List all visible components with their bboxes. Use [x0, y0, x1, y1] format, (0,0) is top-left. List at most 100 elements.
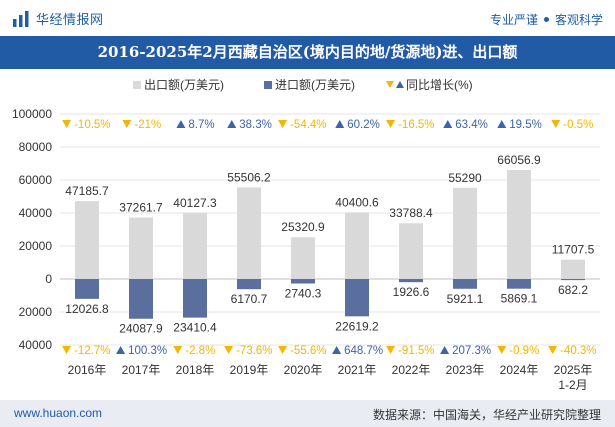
- export-growth-up-icon: [176, 120, 186, 128]
- import-value-label: 682.2: [558, 283, 588, 297]
- chart-title: 2016-2025年2月西藏自治区(境内目的地/货源地)进、出口额: [0, 36, 615, 69]
- x-tick-label: 2018年: [176, 363, 215, 377]
- import-growth-down-icon: [497, 346, 507, 354]
- legend-growth-up-icon: [396, 81, 404, 88]
- footer-source: 数据来源：中国海关，华经产业研究院整理: [372, 408, 601, 422]
- import-growth-label: -2.8%: [185, 345, 215, 357]
- export-bar: [453, 187, 477, 279]
- brand-logo-icon: [13, 10, 29, 27]
- export-bar: [129, 217, 153, 279]
- export-growth-label: -21%: [134, 119, 161, 131]
- import-bar: [345, 279, 369, 317]
- slogan: 专业严谨 客观科学: [490, 11, 603, 28]
- x-tick-label: 2025年: [554, 363, 593, 377]
- footer-url[interactable]: www.huaon.com: [14, 406, 103, 420]
- footer: www.huaon.com 数据来源：中国海关，华经产业研究院整理: [0, 400, 615, 427]
- export-bar: [345, 212, 369, 279]
- legend-export-swatch: [133, 81, 141, 89]
- export-bar: [561, 259, 585, 279]
- export-growth-label: 60.2%: [347, 119, 380, 131]
- legend-growth-down-icon: [386, 81, 394, 88]
- export-value-label: 40127.3: [173, 196, 217, 210]
- bars: [75, 170, 585, 319]
- slogan-right: 客观科学: [554, 13, 603, 27]
- import-growth-down-icon: [62, 346, 72, 354]
- legend: 出口额(万美元) 进口额(万美元) 同比增长(%): [133, 78, 473, 92]
- x-axis: 2016年 2017年 2018年 2019年 2020年 2021年 2022年 2023年…: [68, 363, 593, 392]
- brand-logo[interactable]: 华经情报网: [12, 9, 104, 28]
- export-growth-label: -16.5%: [398, 119, 434, 131]
- import-growth-up-icon: [332, 346, 342, 354]
- import-value-label: 5921.1: [447, 292, 484, 306]
- legend-import-swatch: [264, 81, 272, 89]
- export-bar: [507, 170, 531, 279]
- import-bar: [291, 279, 315, 284]
- import-bar: [399, 279, 423, 283]
- import-bar: [453, 279, 477, 289]
- import-value-label: 12026.8: [65, 302, 109, 316]
- export-bar: [237, 187, 261, 279]
- y-tick-label: 40000: [19, 338, 53, 352]
- import-growth-down-icon: [548, 346, 558, 354]
- import-value-label: 22619.2: [335, 319, 379, 333]
- export-growth-down-icon: [551, 120, 561, 128]
- import-bar: [561, 279, 585, 281]
- y-axis: 100000 80000 60000 40000 20000 0 20000 40000: [12, 107, 52, 352]
- export-growth-label: 19.5%: [509, 119, 542, 131]
- top-bar: 华经情报网 专业严谨 客观科学: [0, 0, 615, 36]
- export-value-label: 33788.4: [389, 206, 433, 220]
- export-growth-down-icon: [122, 120, 132, 128]
- export-value-label: 11707.5: [552, 243, 595, 257]
- x-tick-label: 2021年: [338, 363, 377, 377]
- export-growth-label: 8.7%: [188, 119, 214, 131]
- export-bar: [183, 212, 207, 279]
- export-growth-label: 63.4%: [455, 119, 488, 131]
- import-growth-label: -40.3%: [560, 345, 596, 357]
- export-value-label: 55506.2: [227, 170, 271, 184]
- y-tick-label: 100000: [12, 107, 52, 121]
- import-value-label: 5869.1: [501, 292, 538, 306]
- export-bar: [291, 237, 315, 279]
- export-bar: [75, 201, 99, 279]
- x-tick-label: 2022年: [392, 363, 431, 377]
- export-value-label: 47185.7: [65, 184, 109, 198]
- export-growth-up-icon: [227, 120, 237, 128]
- import-value-label: 24087.9: [119, 322, 163, 336]
- import-growth-label: 648.7%: [344, 345, 383, 357]
- import-growth-up-icon: [440, 346, 450, 354]
- export-value-label: 25320.9: [281, 220, 325, 234]
- brand-name: 华经情报网: [36, 12, 104, 27]
- import-growth-label: 207.3%: [452, 345, 491, 357]
- legend-export-label: 出口额(万美元): [144, 78, 224, 92]
- export-growth-label: -10.5%: [74, 119, 110, 131]
- y-tick-label: 80000: [19, 140, 53, 154]
- x-tick-label: 2024年: [500, 363, 539, 377]
- x-tick-label: 1-2月: [558, 378, 587, 392]
- export-value-label: 37261.7: [119, 201, 163, 215]
- x-tick-label: 2023年: [446, 363, 485, 377]
- import-growth-label: -0.9%: [509, 345, 539, 357]
- x-tick-label: 2017年: [122, 363, 161, 377]
- export-growth-label: 38.3%: [239, 119, 272, 131]
- legend-import-label: 进口额(万美元): [275, 78, 355, 92]
- export-growth-down-icon: [62, 120, 72, 128]
- y-tick-label: 0: [45, 272, 52, 286]
- import-value-label: 6170.7: [231, 292, 268, 306]
- legend-growth-label: 同比增长(%): [406, 78, 473, 92]
- import-growth-up-icon: [116, 346, 126, 354]
- import-bar: [183, 279, 207, 318]
- x-tick-label: 2016年: [68, 363, 107, 377]
- x-tick-label: 2020年: [284, 363, 323, 377]
- import-growth-down-icon: [224, 346, 234, 354]
- import-bar: [75, 279, 99, 299]
- import-growth-down-icon: [173, 346, 183, 354]
- import-growth-down-icon: [386, 346, 396, 354]
- export-value-label: 66056.9: [497, 153, 541, 167]
- import-growth-label: -73.6%: [236, 345, 272, 357]
- export-bar: [399, 223, 423, 279]
- growth-labels: -10.5% -21% 8.7% 38.3% -54.4% 60.2% -16.5% 63.4…: [62, 119, 597, 357]
- import-growth-label: -12.7%: [74, 345, 110, 357]
- export-growth-label: -54.4%: [290, 119, 326, 131]
- y-tick-label: 20000: [19, 305, 53, 319]
